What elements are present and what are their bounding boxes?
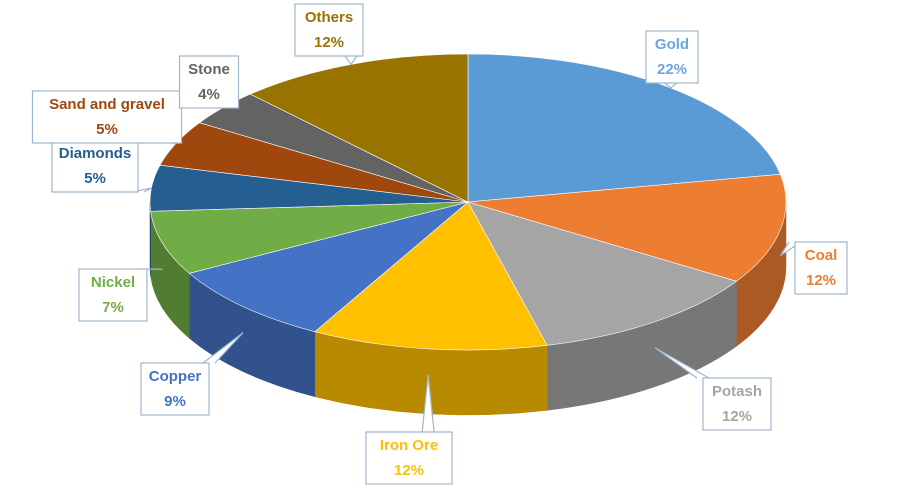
slice-side xyxy=(149,201,151,277)
data-label: Others 12% xyxy=(294,3,364,66)
label-box xyxy=(140,362,210,416)
label-box xyxy=(645,30,699,84)
label-category: Copper xyxy=(149,368,202,385)
label-value: 22% xyxy=(657,61,687,78)
label-value: 9% xyxy=(164,393,186,410)
leader xyxy=(664,82,678,89)
leader xyxy=(344,55,358,66)
label-value: 12% xyxy=(722,408,752,425)
label-box xyxy=(794,241,848,295)
data-label: Diamonds 5% xyxy=(51,139,152,193)
slice xyxy=(467,173,787,282)
data-label: Stone 4% xyxy=(178,55,240,109)
label-value: 7% xyxy=(102,299,124,316)
label-box xyxy=(702,377,772,431)
label-category: Nickel xyxy=(91,274,135,291)
label-box xyxy=(178,55,240,109)
label-category: Others xyxy=(305,9,353,26)
data-label: Copper 9% xyxy=(140,332,244,416)
label-box xyxy=(294,3,364,57)
label-category: Coal xyxy=(805,247,838,264)
label-box xyxy=(365,431,453,485)
data-label: Potash 12% xyxy=(654,347,772,431)
leader xyxy=(202,332,244,364)
leader xyxy=(421,374,435,433)
slice xyxy=(150,201,469,274)
data-label: Sand and gravel 5% xyxy=(31,90,183,144)
label-box xyxy=(31,90,183,144)
slice xyxy=(314,201,548,351)
label-category: Sand and gravel xyxy=(49,96,165,113)
slice xyxy=(467,201,738,346)
label-category: Gold xyxy=(655,36,689,53)
slice xyxy=(188,201,469,333)
label-value: 12% xyxy=(314,34,344,51)
label-value: 5% xyxy=(84,170,106,187)
label-value: 12% xyxy=(394,462,424,479)
leader xyxy=(654,347,710,379)
data-label: Gold 22% xyxy=(645,30,699,89)
data-label: Coal 12% xyxy=(779,241,848,295)
label-value: 5% xyxy=(96,121,118,138)
label-box xyxy=(78,268,148,322)
label-category: Iron Ore xyxy=(380,437,438,454)
label-value: 12% xyxy=(806,272,836,289)
label-value: 4% xyxy=(198,86,220,103)
label-category: Stone xyxy=(188,61,230,78)
data-label: Iron Ore 12% xyxy=(365,374,453,485)
data-label: Nickel 7% xyxy=(78,268,163,322)
label-category: Diamonds xyxy=(59,145,132,162)
label-box xyxy=(51,139,139,193)
label-category: Potash xyxy=(712,383,762,400)
